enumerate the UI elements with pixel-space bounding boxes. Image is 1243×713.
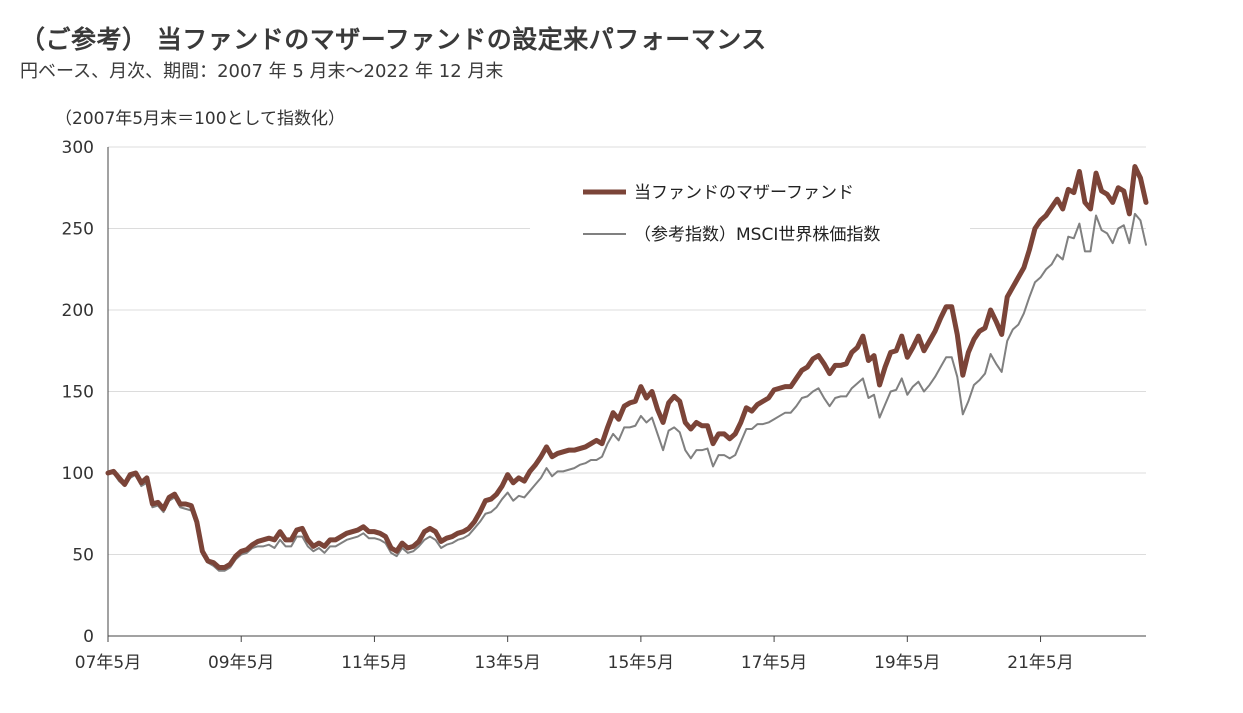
x-tick-label-0: 07年5月 <box>75 653 141 673</box>
series-line-0 <box>105 164 1149 571</box>
y-tick-label-150: 150 <box>62 383 94 403</box>
legend-label-1: （参考指数）MSCI世界株価指数 <box>634 225 880 245</box>
x-tick-label-6: 19年5月 <box>874 653 940 673</box>
x-tick-label-5: 17年5月 <box>741 653 807 673</box>
page-title: （ご参考） 当ファンドのマザーファンドの設定来パフォーマンス <box>20 25 767 54</box>
x-tick-label-1: 09年5月 <box>208 653 274 673</box>
page-subtitle: 円ベース、月次、期間：2007 年 5 月末～2022 年 12 月末 <box>20 61 504 82</box>
series-lines <box>105 164 1149 572</box>
y-axis-label: （2007年5月末＝100として指数化） <box>55 109 345 129</box>
y-tick-label-100: 100 <box>62 464 94 484</box>
legend: 当ファンドのマザーファンド （参考指数）MSCI世界株価指数 <box>530 170 970 262</box>
x-tick-labels: 07年5月 09年5月 11年5月 13年5月 15年5月 17年5月 19年5月 21年5月 <box>75 653 1074 673</box>
series-line-1 <box>107 212 1147 572</box>
y-tick-label-0: 0 <box>83 627 94 647</box>
legend-box <box>530 170 970 262</box>
y-tick-label-300: 300 <box>62 138 94 158</box>
y-tick-label-50: 50 <box>72 546 94 566</box>
x-tick-label-4: 15年5月 <box>608 653 674 673</box>
y-tick-label-200: 200 <box>62 301 94 321</box>
legend-label-0: 当ファンドのマザーファンド <box>634 183 854 203</box>
x-tick-label-7: 21年5月 <box>1007 653 1073 673</box>
x-tick-label-2: 11年5月 <box>341 653 407 673</box>
x-tick-label-3: 13年5月 <box>474 653 540 673</box>
axes <box>107 147 1146 642</box>
y-tick-label-250: 250 <box>62 220 94 240</box>
y-tick-labels: 0 50 100 150 200 250 300 <box>62 138 94 647</box>
